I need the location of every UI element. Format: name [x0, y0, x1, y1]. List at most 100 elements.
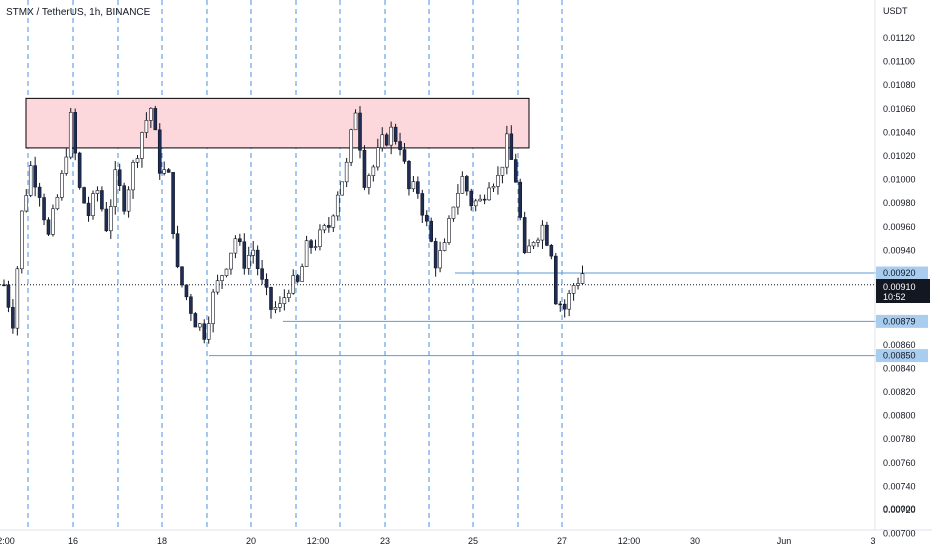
time-tick-label: 2:00: [0, 536, 15, 546]
candle-body: [273, 307, 278, 310]
candle-body: [576, 283, 580, 286]
candle-body: [122, 185, 126, 212]
candle-body: [286, 292, 291, 298]
candle-body: [6, 284, 11, 308]
candle-body: [149, 108, 153, 121]
price-tick-label: 0.01100: [883, 57, 915, 67]
candle-body: [260, 268, 264, 280]
candle-body: [113, 169, 118, 207]
price-tick-label: 0.01080: [883, 80, 916, 90]
candle-body: [269, 287, 273, 310]
candle-body: [91, 193, 95, 216]
candlestick-series[interactable]: [2, 105, 585, 344]
candle-body: [304, 240, 309, 267]
candle-body: [429, 220, 434, 242]
candle-body: [251, 249, 255, 256]
candle-body: [189, 296, 193, 314]
price-tick-label: 0.00960: [883, 222, 916, 232]
candle-body: [531, 242, 536, 247]
candle-body: [166, 169, 171, 173]
candle-body: [42, 197, 46, 221]
candle-body: [220, 275, 224, 282]
price-tick-label: 0.00780: [883, 434, 916, 444]
candle-body: [55, 197, 60, 210]
price-tick-label: 0.01020: [883, 151, 916, 161]
candle-body: [402, 149, 407, 162]
candle-body: [171, 172, 175, 234]
candle-body: [246, 255, 251, 269]
candle-body: [358, 112, 362, 151]
candle-body: [233, 238, 238, 254]
candle-body: [469, 190, 474, 207]
candle-body: [371, 166, 376, 176]
candle-body: [362, 149, 367, 188]
candle-body: [496, 175, 500, 187]
price-tick-label: 0.00720: [883, 505, 916, 515]
candle-body: [553, 255, 558, 305]
current-price-tag: 0.00910 10:52: [876, 279, 930, 303]
candle-body: [384, 134, 389, 146]
candle-body: [478, 198, 482, 202]
price-tick-label: 0.00800: [883, 411, 916, 421]
candle-body: [518, 181, 523, 218]
candle-body: [491, 186, 496, 189]
candle-body: [82, 187, 86, 204]
candle-body: [522, 217, 527, 254]
candle-body: [193, 313, 198, 328]
candle-body: [242, 241, 247, 269]
candle-body: [349, 129, 353, 163]
candle-body: [19, 210, 24, 270]
level-tag-bg: [876, 314, 928, 328]
price-tick-label: 0.00820: [883, 387, 916, 397]
candle-body: [255, 249, 260, 269]
level-tag-bg: [876, 349, 928, 363]
candle-body: [389, 126, 393, 146]
time-tick-label: 3: [870, 536, 875, 546]
time-axis[interactable]: 2:00 16 18 20 12:00 23 25 27 12:00 30 Jun 3: [0, 536, 876, 546]
candle-body: [464, 176, 469, 192]
level-price-tags: 0.00920 0.00879 0.00850: [876, 266, 928, 363]
candle-body: [278, 303, 282, 308]
candle-body: [327, 225, 331, 228]
candle-body: [11, 307, 15, 329]
candle-body: [73, 112, 77, 154]
candle-body: [211, 291, 215, 324]
candle-body: [340, 181, 345, 196]
candle-body: [407, 161, 411, 190]
price-tick-label: 0.01000: [883, 175, 916, 185]
candle-body: [162, 169, 166, 174]
resistance-zone[interactable]: [25, 97, 530, 149]
candle-body: [367, 175, 371, 188]
price-tick-label: 0.01120: [883, 33, 915, 43]
candle-body: [433, 241, 438, 269]
candle-body: [335, 194, 340, 217]
candle-body: [51, 208, 55, 235]
candle-body: [353, 112, 358, 131]
current-price-tag-bg: [876, 279, 930, 303]
candle-body: [416, 181, 420, 194]
time-tick-label: 27: [557, 536, 567, 546]
candle-body: [282, 297, 287, 304]
time-tick-label: 18: [157, 536, 167, 546]
candle-body: [300, 266, 304, 282]
candle-body: [562, 303, 567, 310]
candle-body: [318, 229, 322, 247]
candle-body: [420, 193, 425, 216]
candle-body: [344, 161, 349, 183]
time-tick-label: 12:00: [618, 536, 641, 546]
horizontal-level-lines[interactable]: [209, 272, 876, 357]
candle-body: [500, 166, 505, 176]
candle-body: [571, 285, 576, 294]
time-tick-label: 20: [246, 536, 256, 546]
candle-body: [482, 198, 487, 201]
candle-body: [215, 280, 220, 293]
level-tag-bg: [876, 266, 928, 280]
candle-body: [456, 192, 460, 208]
time-tick-label: 16: [68, 536, 78, 546]
candle-body: [460, 176, 465, 194]
candle-body: [313, 246, 318, 248]
candle-body: [473, 200, 478, 207]
candle-body: [509, 133, 514, 160]
candle-body: [126, 189, 131, 212]
